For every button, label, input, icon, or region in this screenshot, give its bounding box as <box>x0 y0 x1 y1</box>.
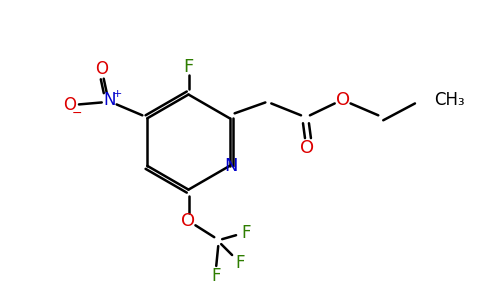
Text: F: F <box>183 58 194 76</box>
Text: O: O <box>300 139 314 157</box>
Text: −: − <box>72 107 82 120</box>
Text: F: F <box>212 267 221 285</box>
Text: +: + <box>113 88 122 98</box>
Text: O: O <box>95 60 108 78</box>
Text: N: N <box>104 92 116 110</box>
Text: N: N <box>224 157 238 175</box>
Text: CH₃: CH₃ <box>434 92 465 110</box>
Text: F: F <box>241 224 251 242</box>
Text: O: O <box>182 212 196 230</box>
Text: F: F <box>235 254 245 272</box>
Text: O: O <box>63 96 76 114</box>
Text: O: O <box>335 92 350 110</box>
